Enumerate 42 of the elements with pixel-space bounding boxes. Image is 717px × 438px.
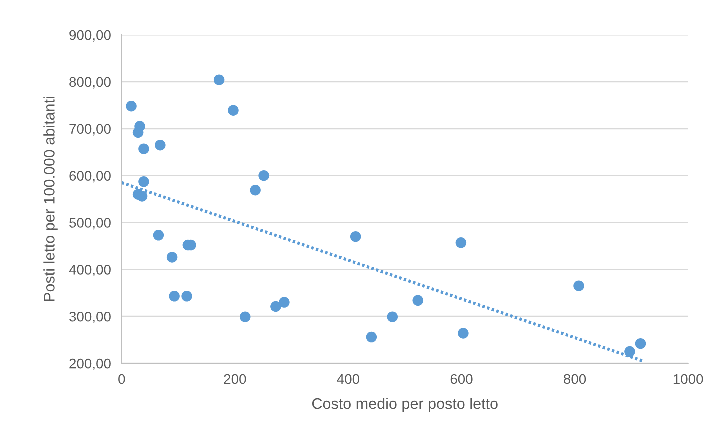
point xyxy=(624,346,636,358)
point xyxy=(155,140,166,151)
point xyxy=(258,170,270,182)
point xyxy=(138,144,150,154)
x-tick-label: 1000 xyxy=(674,374,704,384)
point xyxy=(169,291,180,302)
y-tick-label: 200,00 xyxy=(70,358,111,370)
point xyxy=(153,230,164,241)
x-tick-label: 600 xyxy=(450,374,473,384)
y-tick-label: 800,00 xyxy=(70,77,111,89)
y-axis-title: Posti letto per 100.000 abitanti xyxy=(44,97,58,302)
point xyxy=(458,328,469,339)
point xyxy=(270,301,282,312)
y-tick-label: 700,00 xyxy=(70,124,111,136)
x-tick-label: 800 xyxy=(564,374,586,384)
point xyxy=(166,252,178,263)
point xyxy=(132,127,144,138)
point xyxy=(228,105,239,116)
x-tick-label: 400 xyxy=(337,374,360,384)
x-tick-label: 200 xyxy=(224,374,246,384)
point xyxy=(126,100,137,112)
point xyxy=(138,176,150,188)
point xyxy=(635,338,646,350)
point xyxy=(366,332,378,343)
point xyxy=(240,312,251,322)
point xyxy=(412,295,424,306)
point xyxy=(136,191,148,202)
x-axis-title: Costo medio per posto letto xyxy=(312,398,498,412)
y-tick-label: 600,00 xyxy=(70,171,111,183)
y-tick-label: 500,00 xyxy=(70,218,111,230)
point xyxy=(214,74,225,86)
y-tick-label: 900,00 xyxy=(70,30,111,42)
point xyxy=(387,312,398,322)
point xyxy=(574,280,584,292)
point xyxy=(350,231,362,242)
x-tick-label: 0 xyxy=(118,374,126,384)
y-tick-label: 400,00 xyxy=(69,265,111,276)
point xyxy=(250,184,261,196)
point xyxy=(456,238,467,248)
point xyxy=(279,297,290,308)
point xyxy=(182,291,192,302)
y-tick-label: 300,00 xyxy=(70,312,111,324)
